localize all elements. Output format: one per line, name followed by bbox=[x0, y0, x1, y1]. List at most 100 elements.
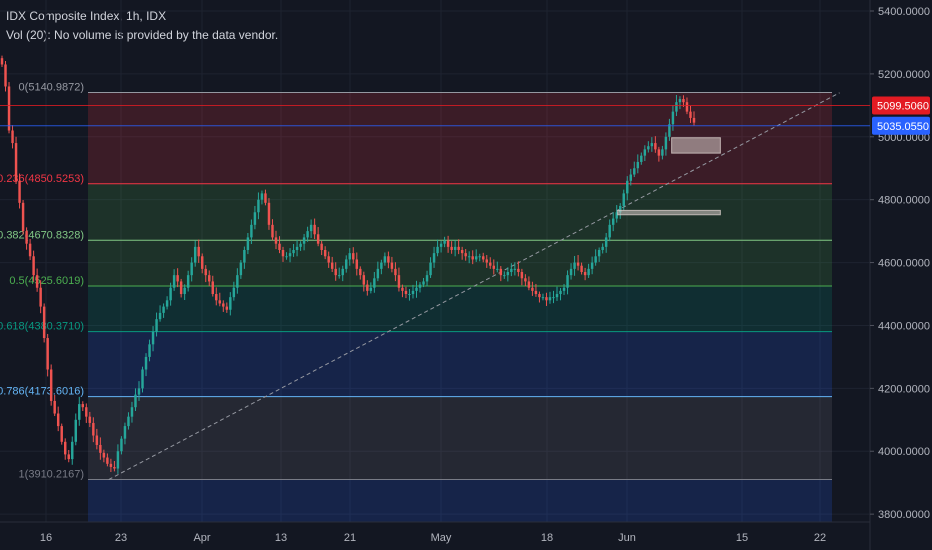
candle-body bbox=[548, 297, 552, 301]
candle-body bbox=[664, 136, 668, 150]
candle-body bbox=[42, 306, 46, 339]
candlestick-series bbox=[0, 55, 696, 474]
price-tick-label: 4600.0000 bbox=[878, 258, 930, 270]
candle-body bbox=[288, 253, 292, 257]
candle-body bbox=[390, 262, 394, 269]
candle-body bbox=[253, 212, 257, 225]
candle-body bbox=[555, 294, 559, 298]
annotation-rectangle[interactable] bbox=[617, 209, 721, 216]
candle-body bbox=[345, 259, 348, 269]
price-axis[interactable]: 5400.0000 5200.0000 5000.0000 4800.0000 4600… bbox=[869, 0, 932, 550]
candle-body bbox=[260, 193, 264, 200]
price-tick-label: 5200.0000 bbox=[878, 69, 930, 81]
price-tick-label: 3800.0000 bbox=[878, 509, 930, 521]
candle-body bbox=[626, 180, 629, 194]
dashed-trendline[interactable] bbox=[108, 92, 840, 480]
candle-body bbox=[32, 256, 35, 276]
candle-body bbox=[506, 272, 510, 276]
candle-body bbox=[176, 275, 179, 282]
candle-body bbox=[53, 400, 56, 414]
candle-body bbox=[144, 356, 148, 370]
candle-body bbox=[643, 149, 647, 156]
candle-body bbox=[215, 294, 218, 301]
candle-body bbox=[81, 404, 85, 408]
candle-body bbox=[590, 262, 594, 269]
candle-body bbox=[527, 281, 531, 288]
candle-body bbox=[429, 262, 432, 276]
annotation-rectangle[interactable] bbox=[671, 137, 721, 154]
candle-body bbox=[383, 256, 387, 263]
candle-body bbox=[116, 451, 120, 469]
time-axis[interactable]: 16 23 Apr 13 21 May 18 Jun 15 22 bbox=[0, 521, 870, 544]
candle-body bbox=[137, 388, 141, 395]
candle-body bbox=[222, 303, 225, 307]
candle-body bbox=[67, 454, 70, 460]
price-tick-label: 5000.0000 bbox=[878, 132, 930, 144]
candle-body bbox=[85, 407, 88, 417]
candle-body bbox=[439, 243, 443, 247]
candle-body bbox=[545, 297, 548, 301]
candle-body bbox=[148, 344, 151, 357]
candle-body bbox=[39, 287, 42, 307]
price-tick-label: 4000.0000 bbox=[878, 446, 930, 458]
annotation-rectangles[interactable] bbox=[617, 137, 721, 216]
candle-body bbox=[299, 243, 302, 247]
candle-body bbox=[123, 426, 127, 439]
candle-body bbox=[432, 253, 436, 263]
candle-body bbox=[492, 265, 496, 269]
candle-body bbox=[457, 246, 460, 250]
candle-body bbox=[678, 99, 682, 103]
candle-body bbox=[179, 281, 183, 295]
time-tick-label: 15 bbox=[736, 532, 748, 544]
candle-body bbox=[302, 237, 306, 244]
candle-body bbox=[204, 268, 207, 276]
candle-body bbox=[250, 224, 253, 238]
candle-body bbox=[352, 253, 355, 260]
candle-body bbox=[246, 237, 250, 250]
candle-body bbox=[622, 193, 625, 206]
candle-body bbox=[661, 149, 664, 156]
candle-body bbox=[341, 268, 344, 276]
candle-body bbox=[46, 338, 49, 370]
candle-body bbox=[306, 231, 309, 238]
candle-body bbox=[35, 275, 39, 288]
candle-body bbox=[134, 394, 137, 408]
price-label-bg bbox=[872, 116, 930, 135]
candle-body bbox=[503, 275, 506, 277]
candle-body bbox=[7, 86, 11, 131]
candle-body bbox=[271, 224, 274, 238]
candle-body bbox=[337, 275, 341, 277]
candle-body bbox=[485, 259, 488, 263]
candle-body bbox=[601, 246, 604, 250]
price-label-bg bbox=[872, 96, 930, 115]
time-tick-label: 16 bbox=[40, 532, 52, 544]
candle-body bbox=[71, 441, 74, 460]
candle-body bbox=[18, 180, 21, 203]
candle-body bbox=[127, 416, 130, 427]
candle-body bbox=[569, 268, 573, 276]
candle-body bbox=[675, 102, 678, 112]
candle-body bbox=[404, 290, 408, 295]
candle-body bbox=[243, 249, 246, 263]
time-tick-label: 13 bbox=[275, 532, 287, 544]
candle-body bbox=[106, 457, 109, 464]
price-label: 5035.0550 bbox=[877, 121, 929, 133]
fib-level-label: 0.236(4850.5253) bbox=[0, 173, 84, 185]
candle-body bbox=[359, 268, 362, 276]
fib-zone-below bbox=[88, 479, 832, 522]
candle-body bbox=[496, 268, 499, 270]
candle-body bbox=[580, 265, 583, 273]
candle-body bbox=[587, 268, 590, 276]
candle-body bbox=[650, 143, 654, 147]
trendline[interactable] bbox=[108, 92, 840, 480]
time-tick-label: Apr bbox=[193, 532, 210, 544]
candle-body bbox=[95, 435, 99, 445]
candle-body bbox=[88, 416, 92, 423]
fibonacci-retracement[interactable]: 0(5140.9872) 0.236(4850.5253) 0.382(4670.8… bbox=[0, 81, 832, 522]
candle-body bbox=[482, 256, 485, 260]
candle-body bbox=[327, 256, 330, 263]
candle-body bbox=[541, 297, 545, 299]
candle-body bbox=[109, 463, 113, 467]
candle-body bbox=[4, 64, 7, 87]
